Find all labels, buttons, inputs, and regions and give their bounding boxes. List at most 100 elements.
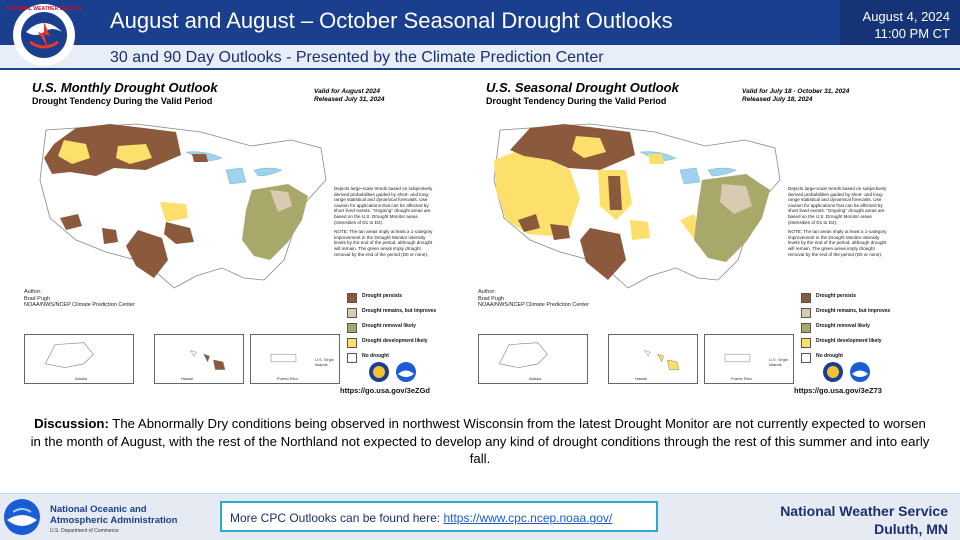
legend-label: Drought development likely (816, 338, 882, 344)
subtitle-bar (0, 45, 960, 70)
office-line1: National Weather Service (780, 503, 948, 519)
time-label: 11:00 PM CT (874, 26, 950, 41)
puerto-rico-map (270, 353, 297, 363)
monthly-outlook-panel: U.S. Monthly Drought Outlook Drought Ten… (18, 78, 440, 398)
seasonal-note: Depicts large-scale trends based on subj… (788, 186, 892, 257)
alaska-map (44, 342, 94, 368)
hawaii-label: Hawaii (635, 376, 648, 381)
legend-item-development: Drought development likely (801, 338, 893, 350)
discussion-body: The Abnormally Dry conditions being obse… (30, 416, 930, 466)
seasonal-subtitle: Drought Tendency During the Valid Period (486, 96, 667, 106)
legend-item-persists: Drought persists (347, 293, 439, 305)
nws-logo-icon: NATIONAL WEATHER SERVICE (7, 4, 83, 66)
discussion-text: Discussion: The Abnormally Dry condition… (30, 415, 930, 468)
seasonal-author: Author: Brad Pugh NOAA/NWS/NCEP Climate … (478, 289, 589, 309)
puerto-rico-map (724, 353, 751, 363)
legend-swatch-none (347, 353, 357, 363)
header: NATIONAL WEATHER SERVICE August and Augu… (0, 0, 960, 70)
date-label: August 4, 2024 (862, 9, 950, 24)
legend-item-development: Drought development likely (347, 338, 439, 350)
pr-label: Puerto Rico (277, 376, 298, 381)
monthly-valid: Valid for August 2024 Released July 31, … (314, 88, 384, 104)
noaa-small-logo-icon (396, 362, 416, 382)
legend-label: Drought removal likely (816, 323, 870, 329)
legend-swatch-persists (347, 293, 357, 303)
monthly-released-date: Released July 31, 2024 (314, 96, 385, 103)
monthly-us-map (39, 123, 327, 289)
legend-label: Drought development likely (362, 338, 428, 344)
monthly-author-name: Brad Pugh (24, 295, 50, 302)
noaa-department: U.S. Department of Commerce (50, 528, 119, 534)
legend-label: No drought (816, 353, 843, 359)
seasonal-alaska-inset: Alaska (478, 334, 588, 384)
alaska-map (498, 342, 548, 368)
noaa-name-line1: National Oceanic and (50, 504, 147, 515)
footer: National Oceanic and Atmospheric Adminis… (0, 493, 960, 540)
legend-label: Drought remains, but improves (362, 308, 437, 314)
legend-swatch-development (347, 338, 357, 348)
noaa-name-line2: Atmospheric Administration (50, 515, 178, 526)
noaa-name: National Oceanic and Atmospheric Adminis… (50, 504, 177, 526)
nws-logo-text: NATIONAL WEATHER SERVICE (7, 6, 83, 12)
legend-item-none: No drought (801, 353, 893, 365)
monthly-pr-inset: Puerto Rico U.S. Virgin Islands (250, 334, 340, 384)
legend-item-improves: Drought remains, but improves (801, 308, 893, 320)
monthly-note: Depicts large-scale trends based on subj… (334, 186, 438, 257)
monthly-title: U.S. Monthly Drought Outlook (32, 80, 218, 95)
legend-label: No drought (362, 353, 389, 359)
cpc-outlooks-text: More CPC Outlooks can be found here: htt… (230, 511, 612, 525)
legend-label: Drought removal likely (362, 323, 416, 329)
monthly-note-para1: Depicts large-scale trends based on subj… (334, 186, 433, 225)
cpc-link[interactable]: https://www.cpc.ncep.noaa.gov/ (443, 511, 613, 525)
vi-label: U.S. Virgin Islands (769, 357, 789, 367)
hawaii-label: Hawaii (181, 376, 194, 381)
office-name: National Weather Service Duluth, MN (780, 502, 948, 538)
seasonal-author-label: Author: (478, 289, 496, 295)
date-bar (840, 0, 960, 45)
legend-label: Drought persists (362, 293, 403, 299)
seasonal-url[interactable]: https://go.usa.gov/3eZ73 (794, 386, 882, 395)
legend-label: Drought persists (816, 293, 857, 299)
seasonal-valid: Valid for July 18 - October 31, 2024 Rel… (742, 88, 849, 104)
monthly-author-label: Author: (24, 289, 42, 295)
legend-swatch-development (801, 338, 811, 348)
legend-item-removal: Drought removal likely (347, 323, 439, 335)
seasonal-valid-date: Valid for July 18 - October 31, 2024 (742, 88, 850, 95)
date-time: August 4, 2024 11:00 PM CT (863, 8, 950, 42)
noaa-small-logo-icon (850, 362, 870, 382)
monthly-note-para2: NOTE: The tan areas imply at least a 1-c… (334, 229, 433, 257)
title-bar (0, 0, 960, 45)
monthly-alaska-inset: Alaska (24, 334, 134, 384)
monthly-author: Author: Brad Pugh NOAA/NWS/NCEP Climate … (24, 289, 135, 309)
legend-swatch-none (801, 353, 811, 363)
noaa-logo-icon (4, 499, 40, 535)
seasonal-released-date: Released July 18, 2024 (742, 96, 813, 103)
dept-commerce-logo-icon (369, 362, 389, 382)
legend-swatch-removal (347, 323, 357, 333)
legend-swatch-removal (801, 323, 811, 333)
legend-item-persists: Drought persists (801, 293, 893, 305)
monthly-hawaii-inset: Hawaii (154, 334, 244, 384)
alaska-label: Alaska (529, 376, 542, 381)
cpc-text-label: More CPC Outlooks can be found here: (230, 511, 444, 525)
legend-swatch-persists (801, 293, 811, 303)
seasonal-hawaii-inset: Hawaii (608, 334, 698, 384)
discussion-label: Discussion: (34, 416, 109, 431)
monthly-subtitle: Drought Tendency During the Valid Period (32, 96, 213, 106)
legend-swatch-improves (801, 308, 811, 318)
pr-label: Puerto Rico (731, 376, 752, 381)
legend-swatch-improves (347, 308, 357, 318)
alaska-label: Alaska (75, 376, 88, 381)
seasonal-author-name: Brad Pugh (478, 295, 504, 302)
seasonal-legend: Drought persists Drought remains, but im… (801, 293, 893, 368)
hawaii-map (643, 349, 680, 370)
seasonal-outlook-panel: U.S. Seasonal Drought Outlook Drought Te… (472, 78, 894, 398)
hawaii-map (189, 349, 226, 370)
monthly-legend: Drought persists Drought remains, but im… (347, 293, 439, 368)
cpc-outlooks-box: More CPC Outlooks can be found here: htt… (220, 501, 658, 532)
monthly-url[interactable]: https://go.usa.gov/3eZGd (340, 386, 431, 395)
legend-item-improves: Drought remains, but improves (347, 308, 439, 320)
dept-commerce-logo-icon (823, 362, 843, 382)
seasonal-us-map (493, 123, 781, 289)
seasonal-author-org: NOAA/NWS/NCEP Climate Prediction Center (478, 302, 589, 308)
